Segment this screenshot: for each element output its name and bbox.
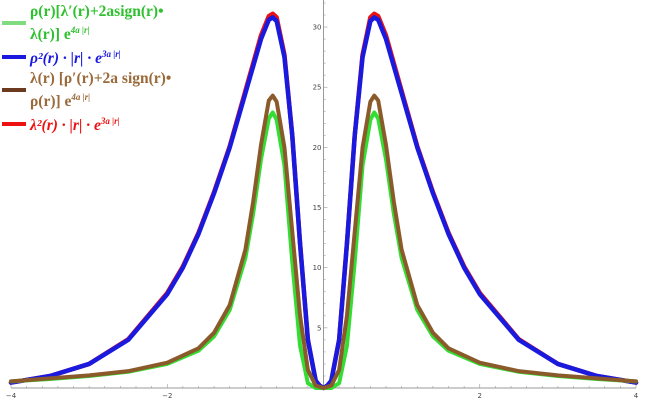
legend-swatch-red: [2, 122, 26, 127]
y-tick-label: 25: [313, 84, 322, 92]
x-tick-label: −4: [6, 392, 17, 400]
legend-item-brown: λ(r) [ρ′(r)+2a sign(r)• ρ(r)] e4a |r|: [2, 69, 240, 111]
legend-label-green: ρ(r)[λ′(r)+2asign(r)• λ(r)] e4a |r|: [30, 3, 164, 44]
y-tick-label: 5: [317, 324, 321, 332]
legend-label-blue: ρ²(r) · |r| · e3a |r|: [30, 49, 121, 68]
x-tick-label: 4: [634, 392, 639, 400]
legend-swatch-green: [2, 21, 26, 26]
x-tick-label: −2: [162, 392, 172, 400]
legend-swatch-blue: [2, 54, 26, 59]
y-tick-label: 15: [313, 204, 322, 212]
legend-item-red: λ²(r) · |r| · e3a |r|: [2, 112, 240, 135]
legend-label-brown: λ(r) [ρ′(r)+2a sign(r)• ρ(r)] e4a |r|: [30, 70, 172, 111]
y-tick-label: 10: [313, 264, 322, 272]
legend-swatch-brown: [2, 88, 26, 93]
y-tick-label: 20: [313, 144, 322, 152]
legend-label-red: λ²(r) · |r| · e3a |r|: [30, 116, 120, 135]
legend: ρ(r)[λ′(r)+2asign(r)• λ(r)] e4a |r| ρ²(r…: [2, 2, 240, 137]
y-tick-label: 30: [313, 24, 322, 32]
legend-item-green: ρ(r)[λ′(r)+2asign(r)• λ(r)] e4a |r|: [2, 2, 240, 44]
legend-item-blue: ρ²(r) · |r| · e3a |r|: [2, 45, 240, 68]
series-brown-line: [9, 93, 638, 390]
x-tick-label: 2: [478, 392, 482, 400]
